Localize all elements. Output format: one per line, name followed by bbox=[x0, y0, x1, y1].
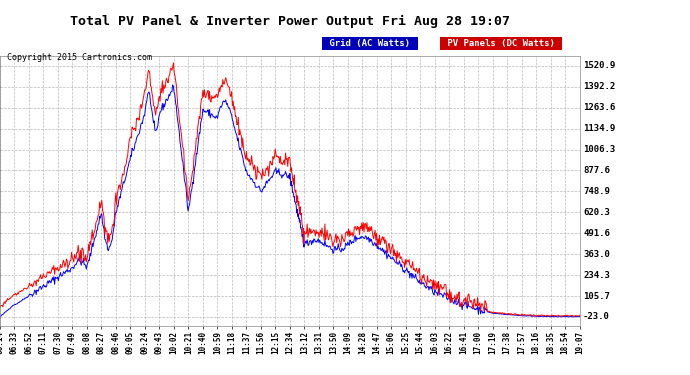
Text: Total PV Panel & Inverter Power Output Fri Aug 28 19:07: Total PV Panel & Inverter Power Output F… bbox=[70, 15, 510, 28]
Text: 491.6: 491.6 bbox=[583, 229, 610, 238]
Text: 748.9: 748.9 bbox=[583, 187, 610, 196]
Text: 620.3: 620.3 bbox=[583, 208, 610, 217]
Text: PV Panels (DC Watts): PV Panels (DC Watts) bbox=[442, 39, 560, 48]
Text: Copyright 2015 Cartronics.com: Copyright 2015 Cartronics.com bbox=[7, 53, 152, 62]
Text: 105.7: 105.7 bbox=[583, 291, 610, 300]
Text: 1263.6: 1263.6 bbox=[583, 103, 615, 112]
Text: Grid (AC Watts): Grid (AC Watts) bbox=[324, 39, 415, 48]
Text: 1520.9: 1520.9 bbox=[583, 62, 615, 70]
Text: 1392.2: 1392.2 bbox=[583, 82, 615, 91]
Text: -23.0: -23.0 bbox=[583, 312, 610, 321]
Text: 1134.9: 1134.9 bbox=[583, 124, 615, 133]
Text: 234.3: 234.3 bbox=[583, 271, 610, 280]
Text: 1006.3: 1006.3 bbox=[583, 145, 615, 154]
Text: 363.0: 363.0 bbox=[583, 250, 610, 259]
Text: 877.6: 877.6 bbox=[583, 166, 610, 175]
